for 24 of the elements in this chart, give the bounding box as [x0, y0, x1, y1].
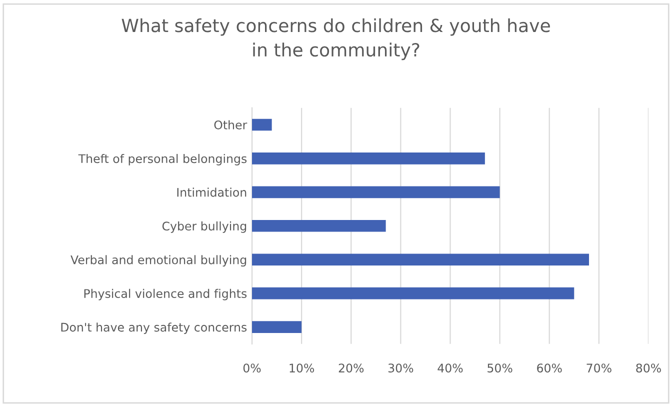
bar — [252, 220, 386, 232]
y-tick-label: Intimidation — [177, 188, 246, 197]
y-tick-label: Don't have any safety concerns — [61, 322, 247, 334]
bar — [252, 287, 574, 300]
bar — [252, 152, 485, 164]
x-tick-label: 20% — [338, 364, 364, 372]
x-tick-label: 60% — [537, 364, 562, 372]
x-tick-label: 80% — [636, 364, 661, 372]
bar — [252, 321, 302, 333]
y-tick-label: Theft of personal belongings — [78, 154, 247, 166]
chart-title: What safety concerns do children & youth have in the community? — [122, 18, 550, 60]
x-tick-label: 40% — [438, 364, 463, 372]
bar — [252, 118, 272, 131]
y-tick-label: Cyber bullying — [162, 221, 246, 233]
y-tick-label: Other — [214, 120, 248, 130]
x-tick-label: 0% — [243, 364, 261, 372]
y-tick-label: Verbal and emotional bullying — [70, 255, 246, 267]
x-tick-label: 50% — [488, 364, 512, 372]
bar — [252, 254, 590, 266]
x-tick-label: 10% — [290, 364, 314, 372]
y-tick-label: Physical violence and fights — [84, 288, 247, 300]
x-tick-label: 70% — [586, 364, 612, 372]
x-tick-label: 30% — [388, 364, 414, 372]
bar — [252, 186, 500, 198]
